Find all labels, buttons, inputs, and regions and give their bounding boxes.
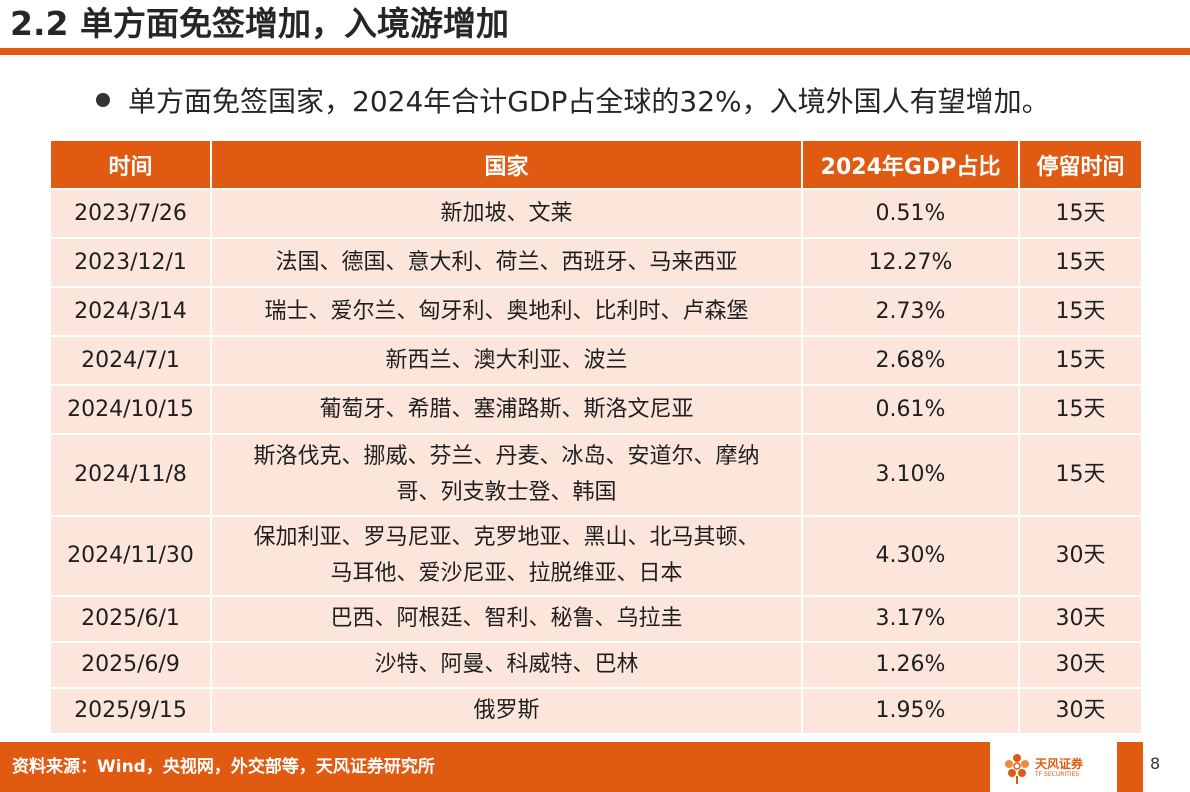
header-stay: 停留时间 (1018, 139, 1143, 190)
logo-name-cn: 天风证券 (1035, 757, 1084, 771)
country-line: 法国、德国、意大利、荷兰、西班牙、马来西亚 (275, 249, 738, 275)
cell-countries: 新加坡、文莱 (210, 188, 803, 239)
country-line: 葡萄牙、希腊、塞浦路斯、斯洛文尼亚 (319, 396, 694, 422)
table-header-row: 时间 国家 2024年GDP占比 停留时间 (49, 139, 1143, 190)
cell-countries: 新西兰、澳大利亚、波兰 (210, 335, 803, 386)
cell-date: 2024/10/15 (49, 384, 212, 435)
table-row: 2025/6/9 沙特、阿曼、科威特、巴林 1.26% 30天 (49, 641, 1143, 689)
cell-countries: 保加利亚、罗马尼亚、克罗地亚、黑山、北马其顿、 马耳他、爱沙尼亚、拉脱维亚、日本 (210, 515, 803, 597)
header-date: 时间 (49, 139, 212, 190)
country-line: 沙特、阿曼、科威特、巴林 (374, 652, 639, 677)
cell-gdp-share: 4.30% (801, 515, 1020, 597)
cell-date: 2024/7/1 (49, 335, 212, 386)
cell-stay: 15天 (1018, 335, 1143, 386)
country-line: 哥、列支敦士登、韩国 (396, 480, 617, 505)
cell-date: 2023/7/26 (49, 188, 212, 239)
cell-gdp-share: 0.51% (801, 188, 1020, 239)
source-note: 资料来源：Wind，央视网，外交部等，天风证券研究所 (12, 757, 435, 777)
page-number: 8 (1150, 754, 1161, 773)
cell-countries: 巴西、阿根廷、智利、秘鲁、乌拉圭 (210, 595, 803, 643)
cell-gdp-share: 1.95% (801, 687, 1020, 735)
cell-stay: 15天 (1018, 237, 1143, 288)
cell-stay: 15天 (1018, 286, 1143, 337)
cell-date: 2024/11/30 (49, 515, 212, 597)
subtitle-text: 单方面免签国家，2024年合计GDP占全球的32%，入境外国人有望增加。 (128, 85, 1050, 118)
table-row: 2025/9/15 俄罗斯 1.95% 30天 (49, 687, 1143, 735)
logo-name-en: TF SECURITIES (1035, 771, 1080, 778)
country-line: 马耳他、爱沙尼亚、拉脱维亚、日本 (330, 561, 683, 586)
subtitle: 单方面免签国家，2024年合计GDP占全球的32%，入境外国人有望增加。 (96, 80, 1050, 120)
cell-stay: 15天 (1018, 433, 1143, 517)
cell-date: 2024/3/14 (49, 286, 212, 337)
table-row: 2024/7/1 新西兰、澳大利亚、波兰 2.68% 15天 (49, 335, 1143, 386)
country-line: 新西兰、澳大利亚、波兰 (385, 347, 628, 373)
country-line: 俄罗斯 (473, 698, 540, 723)
footer-corner-block (1117, 742, 1143, 792)
title-divider (0, 48, 1190, 55)
cell-countries: 法国、德国、意大利、荷兰、西班牙、马来西亚 (210, 237, 803, 288)
cell-stay: 30天 (1018, 515, 1143, 597)
country-line: 保加利亚、罗马尼亚、克罗地亚、黑山、北马其顿、 (253, 525, 760, 550)
table-row: 2024/10/15 葡萄牙、希腊、塞浦路斯、斯洛文尼亚 0.61% 15天 (49, 384, 1143, 435)
cell-stay: 30天 (1018, 641, 1143, 689)
table-row: 2023/7/26 新加坡、文莱 0.51% 15天 (49, 188, 1143, 239)
cell-date: 2025/9/15 (49, 687, 212, 735)
bullet-icon (96, 93, 110, 107)
cell-date: 2024/11/8 (49, 433, 212, 517)
table-row: 2024/3/14 瑞士、爱尔兰、匈牙利、奥地利、比利时、卢森堡 2.73% 15天 (49, 286, 1143, 337)
country-line: 新加坡、文莱 (440, 200, 573, 226)
cell-gdp-share: 2.73% (801, 286, 1020, 337)
page-title: 2.2 单方面免签增加，入境游增加 (10, 4, 509, 43)
header-countries: 国家 (210, 139, 803, 190)
country-line: 斯洛伐克、挪威、芬兰、丹麦、冰岛、安道尔、摩纳 (253, 444, 760, 469)
company-logo: 天风证券 TF SECURITIES (1003, 750, 1083, 786)
cell-gdp-share: 2.68% (801, 335, 1020, 386)
cell-countries: 瑞士、爱尔兰、匈牙利、奥地利、比利时、卢森堡 (210, 286, 803, 337)
table-row: 2023/12/1 法国、德国、意大利、荷兰、西班牙、马来西亚 12.27% 15天 (49, 237, 1143, 288)
visa-free-table: 时间 国家 2024年GDP占比 停留时间 2023/7/26 新加坡、文莱 0.5… (49, 139, 1143, 735)
cell-gdp-share: 3.10% (801, 433, 1020, 517)
cell-stay: 15天 (1018, 384, 1143, 435)
flower-logo-icon (1005, 754, 1029, 784)
cell-stay: 30天 (1018, 595, 1143, 643)
table-row: 2024/11/8 斯洛伐克、挪威、芬兰、丹麦、冰岛、安道尔、摩纳 哥、列支敦士登、… (49, 433, 1143, 517)
country-line: 瑞士、爱尔兰、匈牙利、奥地利、比利时、卢森堡 (264, 298, 749, 324)
cell-date: 2025/6/1 (49, 595, 212, 643)
header-gdp-share: 2024年GDP占比 (801, 139, 1020, 190)
table-row: 2024/11/30 保加利亚、罗马尼亚、克罗地亚、黑山、北马其顿、 马耳他、爱沙尼… (49, 515, 1143, 597)
cell-date: 2025/6/9 (49, 641, 212, 689)
footer-band (0, 742, 990, 792)
cell-countries: 沙特、阿曼、科威特、巴林 (210, 641, 803, 689)
cell-gdp-share: 3.17% (801, 595, 1020, 643)
cell-stay: 15天 (1018, 188, 1143, 239)
cell-date: 2023/12/1 (49, 237, 212, 288)
cell-stay: 30天 (1018, 687, 1143, 735)
cell-gdp-share: 1.26% (801, 641, 1020, 689)
country-line: 巴西、阿根廷、智利、秘鲁、乌拉圭 (330, 606, 683, 631)
cell-gdp-share: 12.27% (801, 237, 1020, 288)
cell-countries: 俄罗斯 (210, 687, 803, 735)
cell-countries: 斯洛伐克、挪威、芬兰、丹麦、冰岛、安道尔、摩纳 哥、列支敦士登、韩国 (210, 433, 803, 517)
cell-countries: 葡萄牙、希腊、塞浦路斯、斯洛文尼亚 (210, 384, 803, 435)
table-row: 2025/6/1 巴西、阿根廷、智利、秘鲁、乌拉圭 3.17% 30天 (49, 595, 1143, 643)
cell-gdp-share: 0.61% (801, 384, 1020, 435)
